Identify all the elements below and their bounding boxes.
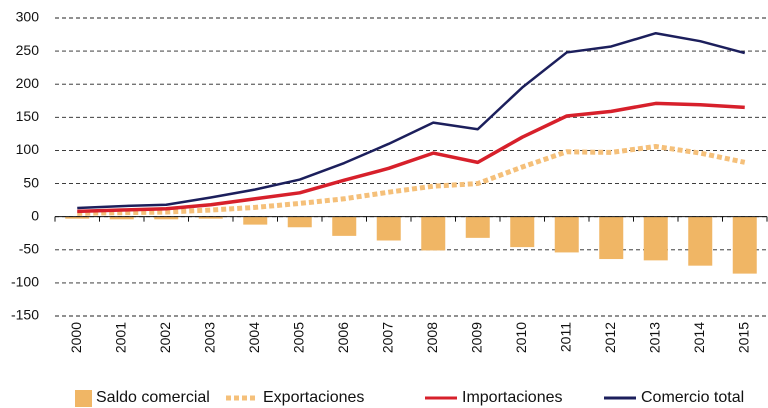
- x-tick-label: 2002: [157, 322, 173, 353]
- bar: [287, 216, 312, 228]
- y-tick-label: 250: [16, 42, 40, 58]
- bar: [376, 216, 401, 241]
- bar: [554, 216, 579, 253]
- bar: [154, 216, 179, 220]
- bar: [732, 216, 757, 274]
- bar: [243, 216, 268, 225]
- bar: [643, 216, 668, 261]
- x-tick-label: 2011: [557, 322, 573, 352]
- bar: [510, 216, 535, 248]
- x-tick-label: 2015: [735, 322, 751, 353]
- bar: [65, 216, 90, 219]
- y-tick-label: 100: [16, 141, 40, 157]
- x-tick-label: 2003: [201, 322, 217, 353]
- bar: [198, 216, 223, 219]
- y-tick-label: 50: [23, 174, 39, 190]
- y-tick-label: 200: [16, 75, 40, 91]
- bar: [688, 216, 713, 266]
- bar: [109, 216, 134, 220]
- y-tick-label: -50: [19, 240, 39, 256]
- x-tick-label: 2010: [513, 322, 529, 353]
- legend-label: Importaciones: [462, 389, 563, 406]
- x-tick-label: 2001: [112, 322, 128, 353]
- legend-label: Saldo comercial: [96, 389, 210, 406]
- bar: [465, 216, 490, 238]
- line: [77, 143, 746, 216]
- bar: [421, 216, 446, 251]
- x-tick-label: 2013: [646, 322, 662, 353]
- y-tick-label: 150: [16, 108, 40, 124]
- x-tick-label: 2006: [335, 322, 351, 353]
- x-tick-label: 2004: [246, 322, 262, 353]
- y-tick-label: 0: [31, 207, 39, 223]
- y-tick-label: -150: [11, 307, 39, 323]
- x-tick-label: 2007: [379, 322, 395, 353]
- y-tick-label: -100: [11, 274, 39, 290]
- line: [77, 31, 746, 210]
- bar: [332, 216, 357, 236]
- bar: [599, 216, 624, 260]
- x-tick-label: 2014: [691, 322, 707, 353]
- legend-label: Exportaciones: [263, 389, 364, 406]
- legend-swatch: [75, 390, 92, 407]
- x-tick-label: 2012: [602, 322, 618, 353]
- y-tick-label: 300: [16, 9, 40, 25]
- x-tick-label: 2005: [290, 322, 306, 353]
- x-tick-label: 2008: [424, 322, 440, 353]
- x-tick-label: 2000: [68, 322, 84, 353]
- x-tick-label: 2009: [468, 322, 484, 353]
- line: [77, 101, 745, 214]
- legend-label: Comercio total: [641, 389, 744, 406]
